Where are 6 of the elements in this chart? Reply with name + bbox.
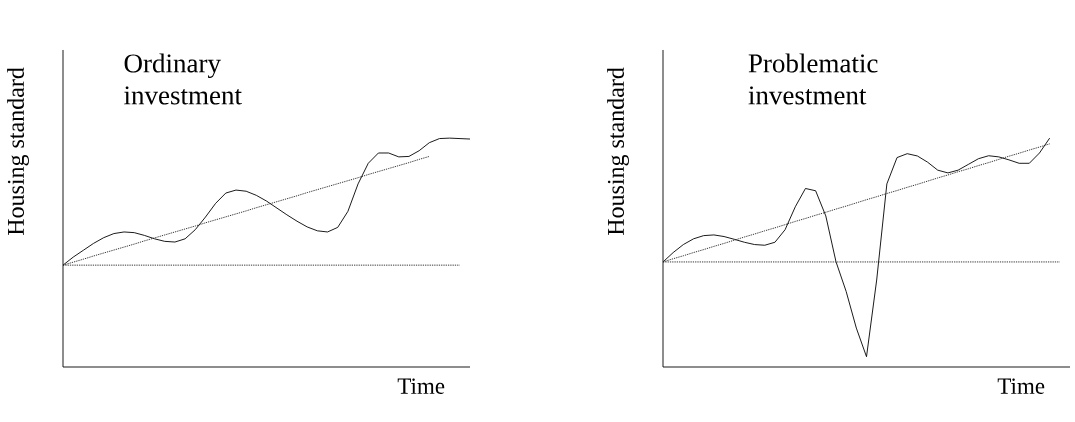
y-axis-title: Housing standard [607,67,629,236]
y-axis-title: Housing standard [7,67,29,236]
chart-title: Ordinary investment [124,53,242,105]
chart-title: Problematic investment [748,53,878,105]
x-axis-title: Time [397,378,445,394]
x-axis-title: Time [997,378,1045,394]
